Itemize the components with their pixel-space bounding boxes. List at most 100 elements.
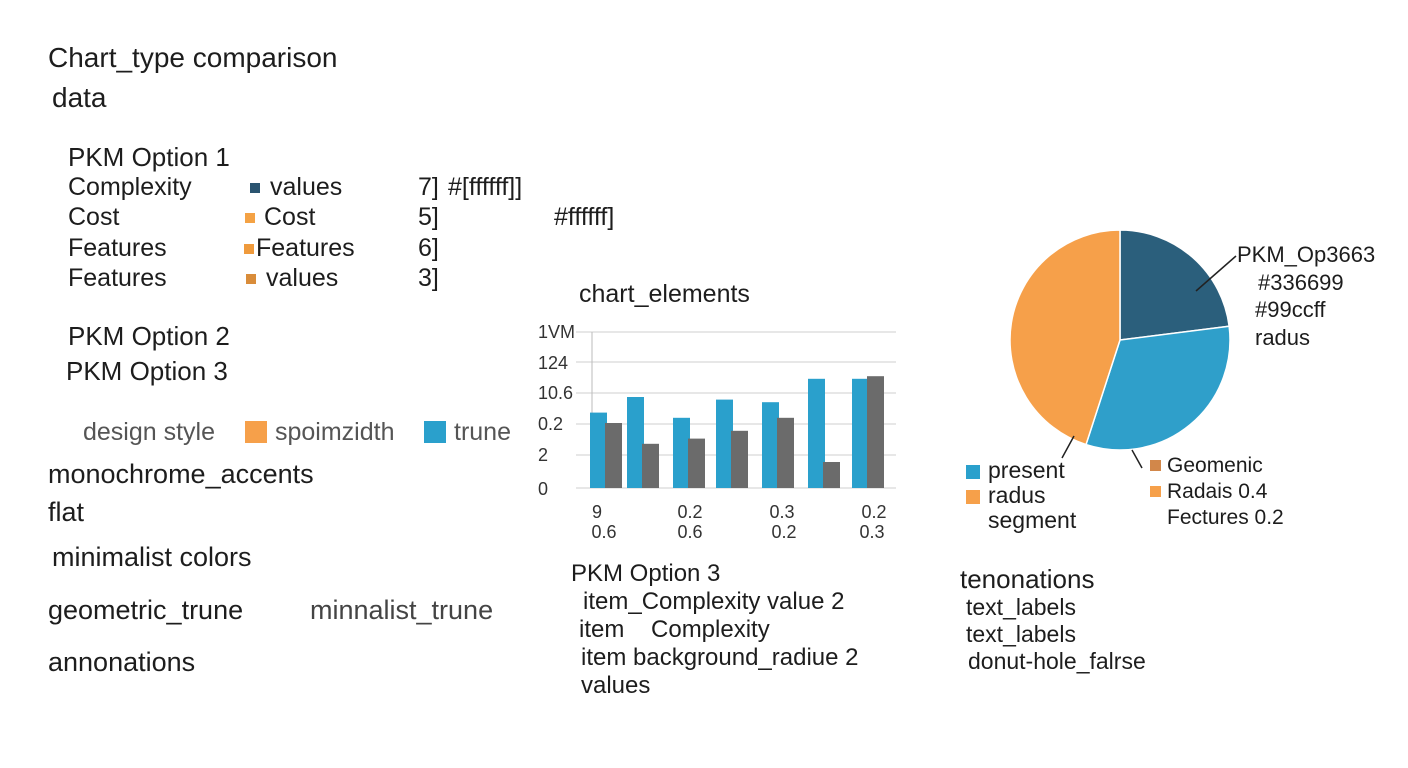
x-tick-label: 0.2 xyxy=(677,502,702,522)
y-tick-label: 0 xyxy=(538,479,548,499)
pie-legend-right: Geomenic Radais 0.4 Fectures 0.2 xyxy=(1150,453,1284,531)
legend-swatch xyxy=(424,421,446,443)
bar xyxy=(716,399,733,488)
row-value: 6] xyxy=(418,234,439,262)
y-tick-label: 0.2 xyxy=(538,414,563,434)
bar xyxy=(605,423,622,488)
x-tick-label: 0.3 xyxy=(859,522,884,542)
legend-item: Geomenic xyxy=(1150,453,1284,479)
row-legend: values xyxy=(266,264,339,292)
bar xyxy=(627,397,644,488)
pie-slice xyxy=(1009,229,1121,446)
row-label: Features xyxy=(68,264,167,292)
bar xyxy=(777,417,794,488)
y-tick-label: 2 xyxy=(538,445,548,465)
bar xyxy=(808,378,825,488)
x-tick-label: 0.2 xyxy=(861,502,886,522)
legend-swatch xyxy=(966,465,980,479)
legend-swatch xyxy=(1150,460,1161,471)
leader-line xyxy=(1195,255,1237,292)
bar xyxy=(590,412,607,488)
bar xyxy=(852,378,869,488)
legend-item: present xyxy=(966,458,1076,483)
legend-text: trune xyxy=(454,418,511,446)
y-tick-label: 1VM xyxy=(538,322,575,342)
option3-label: PKM Option 3 xyxy=(66,356,228,386)
option1-heading: PKM Option 1 xyxy=(68,142,230,172)
design-style-label: design style xyxy=(83,418,216,446)
option1-row: Complexity values 7] #[ffffff]] xyxy=(68,172,588,202)
bar-chart-title: chart_elements xyxy=(579,280,750,308)
pie-callout-4: radus xyxy=(1255,325,1311,350)
row-label: Features xyxy=(68,234,167,262)
option3-block: PKM Option 3 item_Complexity value 2 ite… xyxy=(571,560,859,700)
legend-swatch xyxy=(246,274,256,284)
bar xyxy=(867,376,884,488)
bar-marks xyxy=(590,376,884,488)
style-flat: flat xyxy=(48,497,85,527)
option3-heading: PKM Option 3 xyxy=(571,560,721,587)
leader-line xyxy=(1131,449,1143,469)
pie-leader-lines xyxy=(1061,255,1237,469)
leader-line xyxy=(1061,435,1075,459)
legend-item: segment xyxy=(966,508,1076,533)
legend-item: radus xyxy=(966,483,1076,508)
option3-item: item Complexity xyxy=(579,616,770,643)
chart-subtitle: data xyxy=(52,82,107,113)
pie-chart xyxy=(1009,229,1231,451)
legend-item: Radais 0.4 xyxy=(1150,479,1284,505)
row-value: 7] xyxy=(418,173,439,201)
option3-item: item_Complexity value 2 xyxy=(583,588,845,615)
pie-callout-3: #99ccff xyxy=(1255,297,1326,322)
x-tick-label: 0.6 xyxy=(677,522,702,542)
bar xyxy=(688,438,705,488)
style-minimalist: minimalist colors xyxy=(52,542,252,572)
annotations-block: tenonations text_labels text_labels donu… xyxy=(960,564,1146,675)
legend-text: Fectures 0.2 xyxy=(1167,506,1284,529)
row-extra: #ffffff] xyxy=(554,203,615,231)
bar xyxy=(823,462,840,488)
legend-swatch xyxy=(966,490,980,504)
x-tick-label: 0.6 xyxy=(591,522,616,542)
legend-text: segment xyxy=(988,507,1077,533)
option1-row: Cost Cost 5] #ffffff] xyxy=(68,202,648,232)
row-legend: Features xyxy=(256,234,355,262)
annotation-item: text_labels xyxy=(966,594,1076,620)
bar xyxy=(762,402,779,488)
pie-marks xyxy=(1009,229,1231,451)
legend-item: Fectures 0.2 xyxy=(1150,505,1284,531)
pie-callout-1: PKM_Op3663 xyxy=(1237,242,1376,267)
row-legend: Cost xyxy=(264,203,316,231)
pie-slice xyxy=(1119,229,1230,341)
option1-row: Features values 3] xyxy=(68,263,588,293)
pie-legend-left: present radus segment xyxy=(966,458,1076,533)
legend-text: present xyxy=(988,457,1065,483)
legend-swatch xyxy=(1150,486,1161,497)
row-label: Complexity xyxy=(68,173,192,201)
y-tick-label: 10.6 xyxy=(538,383,573,403)
annotation-item: donut-hole_falrse xyxy=(968,648,1146,674)
annotations-heading: tenonations xyxy=(960,564,1095,594)
bar-chart: 1VM 124 10.6 0.2 2 0 9 0.2 0.3 0.2 0.6 0… xyxy=(538,322,896,542)
pie-callout-2: #336699 xyxy=(1258,270,1344,295)
x-tick-label: 0.2 xyxy=(771,522,796,542)
legend-text: Geomenic xyxy=(1167,454,1263,477)
y-tick-label: 124 xyxy=(538,353,568,373)
row-value: 5] xyxy=(418,203,439,231)
style-minlist: minnalist_trune xyxy=(310,595,494,625)
bar xyxy=(642,443,659,488)
legend-text: spoimzidth xyxy=(275,418,395,446)
legend-swatch xyxy=(245,421,267,443)
option2-label: PKM Option 2 xyxy=(68,321,230,351)
bar xyxy=(731,430,748,488)
row-label: Cost xyxy=(68,203,120,231)
chart-title: Chart_type comparison xyxy=(48,42,338,73)
legend-text: radus xyxy=(988,482,1046,508)
legend-swatch xyxy=(245,213,255,223)
style-monochrome: monochrome_accents xyxy=(48,459,314,489)
bar-y-ticks: 1VM 124 10.6 0.2 2 0 xyxy=(538,322,575,499)
bar xyxy=(673,417,690,488)
option1-row: Features Features 6] xyxy=(68,233,588,263)
design-style-legend: design style spoimzidth trune xyxy=(83,416,523,448)
row-value: 3] xyxy=(418,264,439,292)
